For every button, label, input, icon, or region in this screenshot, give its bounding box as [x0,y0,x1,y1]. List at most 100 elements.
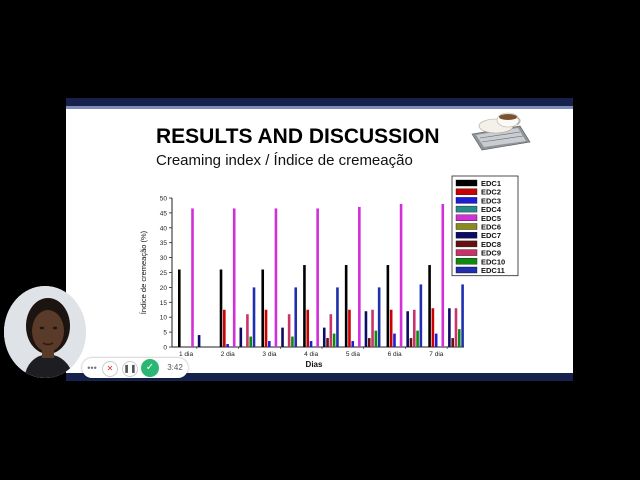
bar-edc9 [287,314,291,347]
y-tick-label: 50 [160,196,168,203]
bar-edc11 [419,284,423,347]
bar-edc2 [264,309,268,347]
legend-label-edc7: EDC7 [481,231,501,240]
bar-edc7 [364,311,368,347]
legend-swatch-edc1 [455,179,478,187]
slide-bottom-band [66,373,573,381]
bar-edc10 [249,336,253,347]
y-tick-label: 45 [160,210,168,217]
legend-swatch-edc7 [455,231,478,239]
bar-edc8 [409,338,413,347]
bar-edc3 [393,333,396,347]
bar-edc9 [246,314,249,347]
legend-label-edc2: EDC2 [481,188,501,197]
bar-edc2 [431,308,435,347]
legend-label-edc4: EDC4 [481,205,502,214]
legend-swatch-edc4 [455,205,478,213]
slide-title: RESULTS AND DISCUSSION [156,125,440,148]
legend-label-edc11: EDC11 [481,266,505,275]
legend-swatch-edc5 [455,214,478,222]
x-tick-label: 1 dia [179,351,193,358]
legend-swatch-edc2 [455,188,478,195]
slide-subtitle: Creaming index / Índice de cremeação [156,152,413,169]
bar-edc9 [329,314,333,347]
legend-label-edc5: EDC5 [481,214,501,223]
bar-edc5 [191,208,194,347]
legend-label-edc10: EDC10 [481,257,505,266]
bar-edc1 [261,269,265,347]
coffee-cup-decoration-icon [471,112,531,151]
legend-swatch-edc3 [455,197,478,204]
bar-edc2 [389,309,393,347]
bar-edc5 [441,203,445,347]
legend-swatch-edc6 [455,223,478,230]
bar-edc1 [219,269,223,347]
bar-edc10 [416,330,419,347]
more-options-icon[interactable]: ••• [87,363,97,373]
x-tick-label: 7 dia [429,351,443,358]
bar-edc7 [322,327,326,347]
finish-recording-button[interactable]: ✓ [141,359,159,377]
legend-label-edc8: EDC8 [481,240,501,249]
bar-edc5 [358,206,361,347]
creaming-index-chart: 0 5 10 15 20 25 30 35 40 45 50 1 dia 2 dia 3 dia 4 dia… [139,175,519,369]
bar-edc10 [457,329,461,347]
y-tick-label: 25 [160,270,168,277]
legend-label-edc1: EDC1 [481,179,501,188]
bar-edc9 [371,309,374,347]
y-tick-label: 20 [160,285,168,292]
bar-edc3 [351,341,355,347]
bar-edc1 [428,265,431,347]
bar-edc2 [348,309,351,347]
bar-edc11 [252,287,256,347]
legend-swatch-edc8 [455,240,478,248]
x-tick-label: 3 dia [262,351,276,358]
bar-edc11 [461,284,464,347]
bar-edc9 [454,308,458,347]
y-tick-label: 10 [160,315,168,322]
bar-edc1 [303,265,306,347]
y-tick-label: 35 [160,240,168,247]
x-tick-label: 4 dia [304,351,318,358]
bar-edc5 [232,208,236,347]
bar-edc1 [386,265,390,347]
legend-label-edc3: EDC3 [481,196,501,205]
bar-edc8 [326,338,329,347]
bar-edc5 [399,203,403,347]
presenter-avatar [4,286,86,378]
bar-edc1 [178,269,181,347]
bar-edc8 [451,338,454,347]
bar-edc5 [316,208,319,347]
y-tick-label: 40 [160,225,168,232]
recording-timer: 3:42 [167,363,183,372]
bar-edc10 [332,333,336,347]
y-tick-label: 5 [163,330,167,337]
x-tick-label: 2 dia [221,351,235,358]
legend-swatch-edc11 [455,266,478,274]
bar-edc10 [291,336,294,347]
bar-edc3 [268,341,271,347]
bar-edc7 [197,335,201,347]
x-tick-label: 5 dia [346,351,360,358]
legend-label-edc6: EDC6 [481,223,501,232]
y-tick-label: 0 [163,345,167,352]
bar-edc3 [434,333,438,347]
bar-edc3 [309,341,313,347]
bar-edc11 [294,287,298,347]
bar-edc3 [226,344,229,347]
discard-recording-button[interactable]: ✕ [102,361,118,377]
presenter-webcam [4,286,86,378]
pause-recording-button[interactable]: ❚❚ [122,361,138,377]
bar-edc10 [374,330,378,347]
slide-top-band [66,98,573,106]
bar-edc7 [239,327,243,347]
legend-label-edc9: EDC9 [481,249,501,258]
bar-edc7 [406,311,409,347]
bar-edc7 [448,308,451,347]
legend-swatch-edc9 [455,249,478,256]
y-tick-label: 15 [160,300,168,307]
bar-edc1 [344,265,348,347]
bar-edc2 [306,309,310,347]
y-axis-title: Índice de cremeação (%) [139,230,148,314]
recording-toolbar: ••• ✕ ❚❚ ✓ 3:42 [82,358,188,378]
